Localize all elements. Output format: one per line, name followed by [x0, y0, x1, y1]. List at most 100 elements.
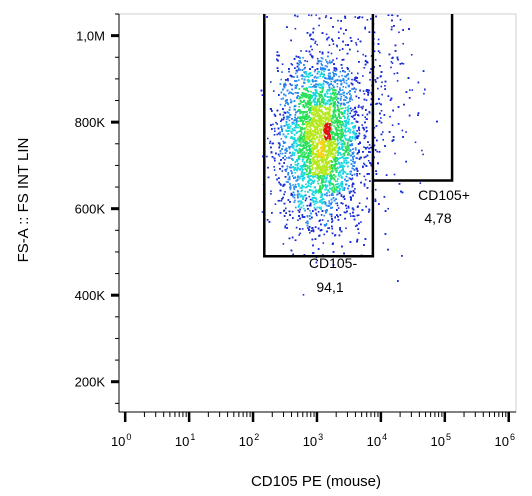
- event-point: [325, 186, 327, 188]
- event-point: [325, 77, 327, 80]
- event-point: [292, 253, 294, 256]
- event-point: [312, 229, 315, 231]
- event-point: [342, 123, 345, 126]
- event-point: [341, 181, 343, 183]
- event-point: [363, 183, 366, 185]
- event-point: [281, 165, 284, 168]
- event-point: [325, 224, 327, 226]
- event-point: [289, 183, 291, 185]
- event-point: [398, 183, 401, 185]
- event-point: [316, 68, 319, 70]
- event-point: [332, 59, 334, 61]
- event-point: [354, 113, 357, 115]
- event-point: [320, 223, 322, 226]
- event-point: [296, 145, 298, 147]
- event-point: [294, 84, 297, 87]
- event-point: [284, 112, 287, 114]
- event-point: [290, 192, 293, 195]
- event-point: [317, 211, 320, 213]
- event-point: [301, 85, 303, 88]
- event-point: [355, 95, 358, 98]
- event-point: [337, 147, 340, 150]
- event-point: [283, 209, 286, 212]
- event-point: [286, 116, 289, 119]
- event-point: [279, 144, 281, 147]
- event-point: [356, 130, 358, 132]
- event-point: [301, 214, 304, 216]
- event-point: [293, 169, 295, 171]
- event-point: [318, 71, 320, 73]
- event-point: [324, 77, 326, 79]
- event-point: [290, 100, 293, 103]
- event-point: [347, 138, 350, 141]
- event-point: [300, 200, 302, 203]
- event-point: [337, 149, 339, 152]
- event-point: [374, 188, 377, 191]
- event-point: [297, 137, 299, 140]
- event-point: [352, 194, 354, 197]
- event-point: [405, 131, 407, 133]
- event-point: [294, 105, 297, 107]
- event-point: [342, 124, 345, 126]
- event-point: [289, 91, 291, 94]
- event-point: [344, 44, 347, 46]
- event-point: [294, 14, 296, 17]
- event-point: [294, 116, 296, 119]
- event-point: [281, 152, 284, 155]
- event-point: [284, 84, 287, 87]
- event-point: [311, 86, 314, 88]
- event-point: [326, 92, 329, 95]
- event-point: [360, 106, 362, 108]
- event-point: [285, 102, 287, 104]
- event-point: [334, 81, 336, 83]
- event-point: [345, 227, 347, 230]
- event-point: [342, 70, 345, 73]
- event-point: [290, 170, 292, 172]
- event-point: [294, 92, 297, 94]
- event-point: [319, 200, 321, 202]
- event-point: [352, 88, 355, 90]
- event-point: [291, 64, 294, 66]
- event-point: [356, 170, 359, 172]
- event-point: [350, 144, 352, 146]
- event-point: [314, 94, 316, 96]
- event-point: [290, 131, 293, 133]
- event-point: [328, 75, 330, 78]
- event-point: [277, 142, 280, 144]
- event-point: [292, 129, 294, 132]
- event-point: [324, 68, 326, 71]
- event-point: [310, 74, 312, 77]
- event-point: [296, 15, 299, 18]
- event-point: [364, 121, 366, 124]
- event-point: [294, 168, 296, 170]
- event-point: [311, 79, 314, 81]
- event-point: [334, 73, 337, 75]
- event-point: [349, 37, 352, 39]
- event-point: [355, 44, 358, 46]
- event-point: [294, 129, 297, 132]
- event-point: [288, 109, 291, 111]
- event-point: [347, 110, 349, 113]
- event-point: [300, 186, 303, 189]
- event-point: [377, 87, 379, 90]
- event-point: [305, 71, 307, 73]
- event-point: [290, 137, 292, 139]
- event-point: [302, 168, 305, 171]
- event-point: [350, 163, 353, 165]
- event-point: [293, 177, 295, 179]
- event-point: [279, 131, 281, 134]
- event-point: [343, 198, 346, 200]
- event-point: [304, 66, 306, 69]
- event-point: [294, 177, 297, 179]
- event-point: [293, 186, 295, 189]
- event-point: [289, 152, 291, 154]
- event-point: [334, 216, 336, 219]
- event-point: [364, 55, 367, 57]
- event-point: [353, 130, 355, 132]
- event-point: [365, 165, 368, 167]
- event-point: [315, 92, 318, 95]
- event-point: [363, 93, 366, 95]
- event-point: [316, 104, 318, 106]
- event-point: [331, 61, 333, 63]
- event-point: [294, 124, 297, 126]
